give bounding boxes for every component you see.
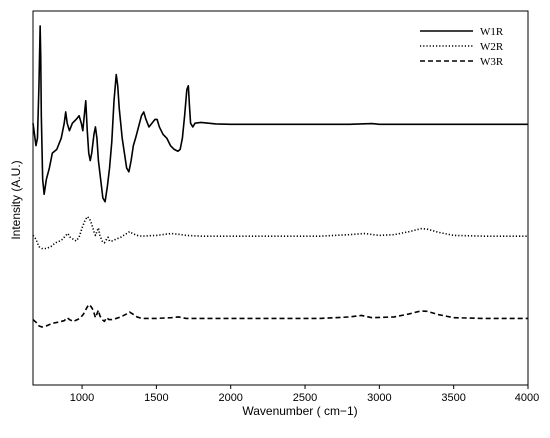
- x-tick-label-2500: 2500: [293, 392, 317, 404]
- y-axis-title: Intensity (A.U.): [9, 160, 23, 239]
- legend-label-w3r: W3R: [480, 56, 504, 68]
- series-line-w2r: [32, 215, 528, 250]
- x-tick-label-2000: 2000: [218, 392, 242, 404]
- x-tick-label-1500: 1500: [144, 392, 168, 404]
- x-tick-label-4000: 4000: [515, 392, 539, 404]
- legend-label-w2r: W2R: [480, 41, 504, 53]
- legend: W1R W2R W3R: [420, 26, 504, 68]
- legend-label-w1r: W1R: [480, 26, 504, 38]
- series-line-w3r: [32, 303, 528, 328]
- x-tick-label-3000: 3000: [367, 392, 391, 404]
- x-axis-title: Wavenumber ( cm−1): [242, 404, 357, 418]
- x-axis-ticks: 1000 1500 2000 2500 3000 3500 4000: [70, 385, 539, 404]
- series-lines: [32, 25, 528, 328]
- x-tick-label-3500: 3500: [441, 392, 465, 404]
- plot-frame: [32, 10, 529, 386]
- x-tick-label-1000: 1000: [70, 392, 94, 404]
- series-line-w1r: [32, 25, 528, 203]
